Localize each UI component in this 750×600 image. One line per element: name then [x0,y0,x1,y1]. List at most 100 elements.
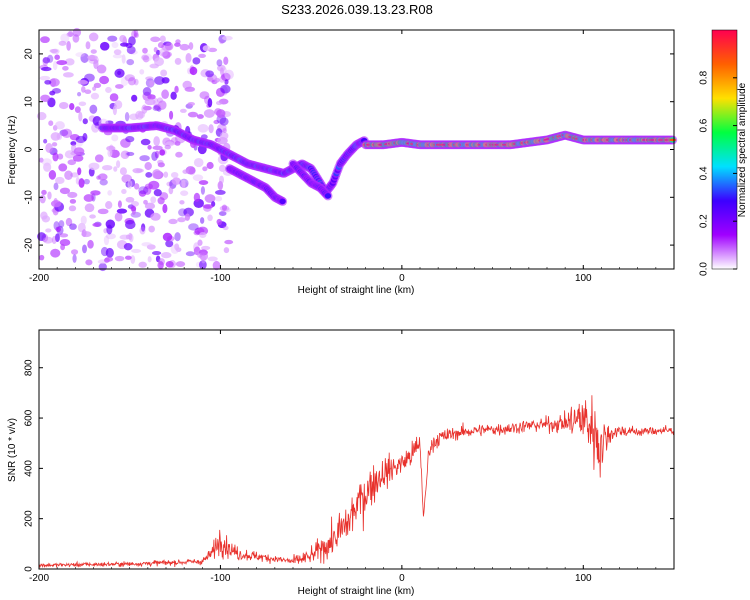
spectrogram-noise-cell [193,157,204,168]
spectrogram-noise-cell [181,179,186,189]
spectrogram-noise-cell [151,151,158,161]
spectrogram-noise-cell [133,32,139,38]
spectrogram-noise-cell [179,43,190,51]
spectrogram-noise-cell [116,208,128,214]
spectrogram-noise-cell [174,85,179,94]
spectrogram-noise-cell [90,190,101,196]
spectrogram-noise-cell [101,165,113,171]
spectrogram-noise-cell [223,247,230,254]
spectrogram-y-label: Frequency (Hz) [7,116,18,185]
spectrogram-noise-cell [219,76,225,83]
spectrogram-noise-cell [196,114,204,119]
spectrogram-noise-cell [90,49,97,54]
spectrogram-noise-cell [212,260,221,271]
colorbar-gradient [711,29,738,270]
spectrogram-noise-cell [199,232,207,238]
spectrogram-noise-cell [83,194,94,202]
spectrogram-noise-cell [65,58,75,66]
spectrogram-noise-cell [114,212,123,222]
spectrogram-noise-cell [221,204,228,211]
spectrogram-noise-cell [72,154,84,162]
spectrogram-noise-cell [67,159,77,166]
spectrogram-noise-cell [105,86,112,94]
spectrogram-noise-cell [130,255,136,264]
spectrogram-noise-cell [216,109,226,118]
spectrogram-noise-cell [138,186,149,195]
spectrogram-noise-cell [152,105,161,112]
spectrogram-noise-cell [224,69,234,80]
spectrogram-noise-cell [125,42,133,49]
spectrogram-noise-cell [85,259,93,266]
spectrogram-noise-cell [153,47,158,53]
spectrogram-ridge-cell [324,193,332,199]
spectrogram-x-label: Height of straight line (km) [298,285,415,296]
spectrogram-noise-cell [124,255,132,260]
spectrogram-noise-cell [49,78,60,87]
spectrogram-noise-cell [127,77,136,86]
spectrogram-noise-cell [198,260,207,270]
spectrogram-noise-cell [97,208,109,215]
spectrogram-noise-cell [219,67,224,76]
colorbar-label: Normalized spectral amplitude [737,82,748,217]
snr-x-tick-label: 100 [575,573,592,584]
spectrogram-x-tick-label: -200 [29,273,49,284]
spectrogram-noise-cell [145,171,153,178]
spectrogram-y-tick-label: 10 [24,96,35,108]
spectrogram-x-tick-label: 0 [399,273,405,284]
spectrogram-noise-cell [58,101,69,110]
spectrogram-noise-cell [222,35,233,41]
spectrogram-noise-cell [45,228,52,233]
spectrogram-noise-cell [141,104,148,114]
spectrogram-noise-cell [51,88,62,94]
snr-panel: -200 -100 0 100 0 200 400 600 800 Height of str… [7,329,675,597]
spectrogram-noise-cell [108,144,114,154]
spectrogram-noise-cell [131,248,142,253]
spectrogram-noise-cell [62,72,74,78]
spectrogram-noise-cell [99,179,108,186]
spectrogram-noise-cell [144,98,156,106]
spectrogram-noise-cell [114,255,125,262]
spectrogram-noise-cell [197,123,209,133]
spectrogram-noise-cell [220,132,229,140]
spectrogram-noise-cell [193,192,201,202]
spectrogram-noise-cell [153,104,161,111]
spectrogram-noise-cell [77,222,86,233]
spectrogram-noise-cell [202,204,214,209]
spectrogram-noise-cell [61,128,73,139]
spectrogram-noise-cell [84,203,95,213]
spectrogram-noise-cell [135,110,144,120]
spectrogram-noise-cell [51,142,58,147]
spectrogram-noise-cell [49,48,58,53]
spectrogram-noise-cell [150,212,161,221]
spectrogram-noise-cell [77,167,82,176]
spectrogram-noise-cell [50,200,62,208]
spectrogram-noise-cell [78,178,85,188]
spectrogram-noise-cell [117,200,122,208]
spectrogram-noise-cell [187,101,195,106]
spectrogram-noise-cell [180,190,189,196]
spectrogram-noise-cell [182,169,189,174]
spectrogram-noise-cell [41,189,47,196]
snr-y-tick-label: 200 [24,510,35,527]
spectrogram-noise-cell [219,117,229,126]
spectrogram-noise-cell [115,84,124,89]
snr-y-tick-label: 600 [24,409,35,426]
spectrogram-noise-cell [123,243,133,251]
spectrogram-noise-cell [62,65,69,71]
snr-x-ticks: -200 -100 0 100 [29,330,675,584]
spectrogram-y-tick-label: 0 [24,146,35,152]
spectrogram-noise-cell [111,41,119,49]
spectrogram-noise-cell [219,39,225,45]
spectrogram-noise-cell [159,149,166,156]
spectrogram-noise-cell [154,150,160,159]
spectrogram-noise-cell [88,162,100,171]
spectrogram-noise-cell [56,132,63,141]
spectrogram-peak-cell [669,138,677,142]
spectrogram-noise-cell [60,33,70,43]
spectrogram-noise-cell [120,150,130,160]
spectrogram-noise-cell [125,219,136,230]
spectrogram-noise-cell [219,205,230,212]
spectrogram-noise-cell [208,124,214,134]
snr-x-label: Height of straight line (km) [298,586,415,597]
